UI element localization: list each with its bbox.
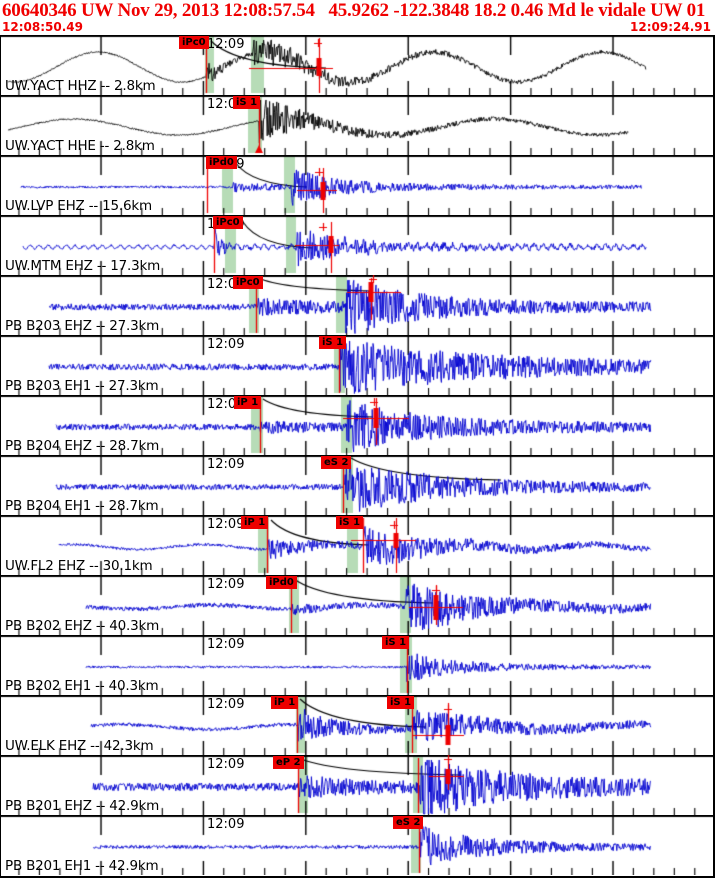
pick-flag[interactable]: iS 1 <box>387 696 415 709</box>
waveform-canvas-pb-b201-eh1[interactable] <box>1 815 713 875</box>
station-label-pb-b203-eh1: PB B203 EH1 -- 27.3km <box>5 378 159 394</box>
station-label-uw-lvp-ehz: UW.LVP EHZ -- 15.6km <box>5 198 152 214</box>
station-label-pb-b202-ehz: PB B202 EHZ -- 40.3km <box>5 618 160 634</box>
station-label-uw-mtm-ehz: UW.MTM EHZ -- 17.3km <box>5 258 161 274</box>
waveform-canvas-uw-mtm-ehz[interactable] <box>1 215 713 275</box>
trace-panel-uw-fl2-ehz: 12:09 UW.FL2 EHZ -- 30.1km iP 1 iS 1 <box>1 515 713 575</box>
pick-flag[interactable]: eP 2 <box>273 756 304 769</box>
time-tick-label: 12:09 <box>207 637 245 652</box>
station-label-pb-b202-eh1: PB B202 EH1 -- 40.3km <box>5 678 159 694</box>
window-start-time: 12:08:50.49 <box>2 20 83 34</box>
waveform-canvas-pb-b203-eh1[interactable] <box>1 335 713 395</box>
trace-panels-area: 12:09 UW.YACT HHZ -- 2.8km iPc0 12:09 UW.YAC… <box>0 35 715 878</box>
pick-flag[interactable]: iP 1 <box>271 696 299 709</box>
waveform-canvas-pb-b204-eh1[interactable] <box>1 455 713 515</box>
waveform-canvas-uw-elk-ehz[interactable] <box>1 695 713 755</box>
waveform-canvas-uw-lvp-ehz[interactable] <box>1 155 713 215</box>
time-tick-label: 12:09 <box>207 337 245 352</box>
waveform-canvas-pb-b202-ehz[interactable] <box>1 575 713 635</box>
trace-panel-pb-b202-ehz: 12:09 PB B202 EHZ -- 40.3km iPd0 <box>1 575 713 635</box>
trace-panel-pb-b203-eh1: 12:09 PB B203 EH1 -- 27.3km iS 1 <box>1 335 713 395</box>
pick-flag[interactable]: eS 2 <box>321 456 352 469</box>
waveform-canvas-pb-b203-ehz[interactable] <box>1 275 713 335</box>
event-header-title: 60640346 UW Nov 29, 2013 12:08:57.54 45.… <box>2 0 715 21</box>
trace-panel-pb-b204-eh1: 12:09 PB B204 EH1 -- 28.7km eS 2 <box>1 455 713 515</box>
station-label-uw-yact-hhe: UW.YACT HHE -- 2.8km <box>5 138 155 154</box>
time-tick-label: 12:09 <box>207 577 245 592</box>
pick-flag[interactable]: iP 1 <box>234 396 262 409</box>
trace-panel-uw-yact-hhz: 12:09 UW.YACT HHZ -- 2.8km iPc0 <box>1 35 713 95</box>
station-label-pb-b204-eh1: PB B204 EH1 -- 28.7km <box>5 498 159 514</box>
trace-panel-pb-b204-ehz: 12:09 PB B204 EHZ -- 28.7km iP 1 <box>1 395 713 455</box>
time-tick-label: 12:09 <box>207 37 245 52</box>
time-tick-label: 12:09 <box>207 757 245 772</box>
station-label-uw-elk-ehz: UW.ELK EHZ -- 42.3km <box>5 738 154 754</box>
pick-flag[interactable]: iPc0 <box>213 216 243 229</box>
trace-panel-pb-b201-eh1: 12:09 PB B201 EH1 -- 42.9km eS 2 <box>1 815 713 875</box>
trace-panel-uw-yact-hhe: 12:09 UW.YACT HHE -- 2.8km iS 1 <box>1 95 713 155</box>
trace-panel-pb-b203-ehz: 12:09 PB B203 EHZ -- 27.3km iPc0 <box>1 275 713 335</box>
time-tick-label: 12:09 <box>207 697 245 712</box>
pick-flag[interactable]: iP 1 <box>241 516 269 529</box>
station-label-pb-b201-eh1: PB B201 EH1 -- 42.9km <box>5 858 159 874</box>
trace-panel-pb-b201-ehz: 12:09 PB B201 EHZ -- 42.9km eP 2 <box>1 755 713 815</box>
time-tick-label: 12:09 <box>207 457 245 472</box>
pick-flag[interactable]: iPd0 <box>206 156 237 169</box>
time-tick-label: 12:09 <box>207 817 245 832</box>
station-label-uw-yact-hhz: UW.YACT HHZ -- 2.8km <box>5 78 156 94</box>
waveform-canvas-uw-yact-hhz[interactable] <box>1 35 713 95</box>
pick-flag[interactable]: iS 1 <box>336 516 364 529</box>
pick-flag[interactable]: iPc0 <box>233 276 263 289</box>
station-label-pb-b201-ehz: PB B201 EHZ -- 42.9km <box>5 798 160 814</box>
waveform-canvas-pb-b201-ehz[interactable] <box>1 755 713 815</box>
station-label-pb-b204-ehz: PB B204 EHZ -- 28.7km <box>5 438 160 454</box>
pick-flag[interactable]: iS 1 <box>319 336 347 349</box>
waveform-canvas-pb-b202-eh1[interactable] <box>1 635 713 695</box>
pick-flag[interactable]: eS 2 <box>393 816 424 829</box>
station-label-pb-b203-ehz: PB B203 EHZ -- 27.3km <box>5 318 160 334</box>
time-tick-label: 12:09 <box>207 517 245 532</box>
window-end-time: 12:09:24.91 <box>630 20 711 34</box>
trace-panel-pb-b202-eh1: 12:09 PB B202 EH1 -- 40.3km iS 1 <box>1 635 713 695</box>
pick-flag[interactable]: iS 1 <box>233 96 261 109</box>
waveform-canvas-uw-yact-hhe[interactable] <box>1 95 713 155</box>
trace-panel-uw-elk-ehz: 12:09 UW.ELK EHZ -- 42.3km iP 1 iS 1 <box>1 695 713 755</box>
pick-flag[interactable]: iS 1 <box>382 636 410 649</box>
waveform-canvas-pb-b204-ehz[interactable] <box>1 395 713 455</box>
pick-flag[interactable]: iPc0 <box>179 36 209 49</box>
station-label-uw-fl2-ehz: UW.FL2 EHZ -- 30.1km <box>5 558 153 574</box>
pick-flag[interactable]: iPd0 <box>266 576 297 589</box>
